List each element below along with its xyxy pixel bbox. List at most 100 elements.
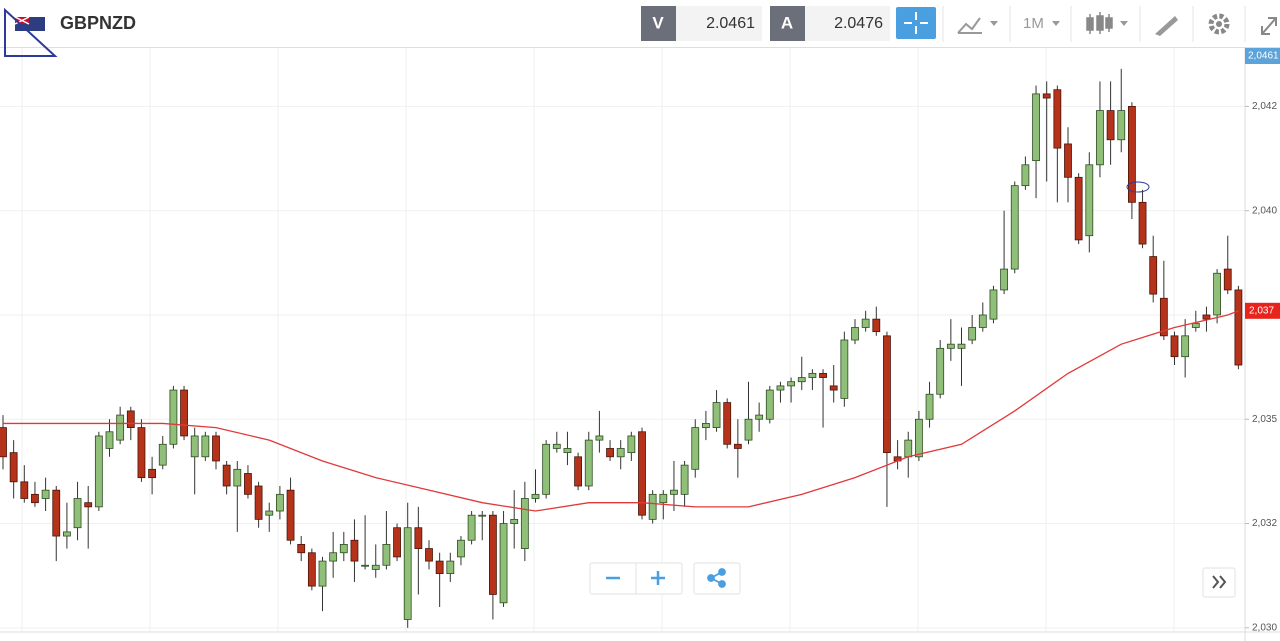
candle-body: [254, 485, 263, 520]
settings-icon[interactable]: [1208, 13, 1230, 35]
candle-body: [925, 393, 934, 420]
candle-body: [350, 539, 359, 562]
candle-body: [126, 410, 135, 428]
dropdown-arrow: [990, 21, 998, 26]
v-grid: [21, 48, 1175, 632]
scroll-right-button[interactable]: [1202, 567, 1236, 598]
candle-body: [222, 464, 231, 487]
candle-body: [329, 552, 338, 562]
candle-body: [1074, 176, 1083, 241]
candle-body: [616, 448, 625, 458]
candle-body: [1000, 268, 1008, 291]
candle-body: [702, 423, 710, 428]
candle-body: [520, 498, 529, 549]
candle-body: [318, 560, 327, 587]
candle-body: [499, 523, 508, 604]
candle-body: [1181, 335, 1190, 358]
y-tick-label: 2,042: [1252, 101, 1277, 112]
draw-icon[interactable]: [1155, 16, 1178, 36]
candle-body: [158, 443, 167, 466]
plot: [0, 68, 1245, 629]
timeframe[interactable]: 1M: [1023, 15, 1044, 32]
candle-body: [63, 531, 71, 537]
share-button[interactable]: [693, 562, 741, 595]
chart-type-icon[interactable]: [957, 17, 982, 34]
candle-body: [94, 435, 103, 508]
candle-body: [883, 335, 891, 454]
candle-body: [233, 468, 242, 487]
candle-body: [1064, 143, 1072, 178]
candle-body: [776, 385, 785, 391]
candle-body: [201, 435, 210, 458]
candle-body: [691, 427, 700, 470]
crosshair-button[interactable]: [896, 7, 936, 39]
buy-label: A: [781, 13, 793, 32]
sell-button[interactable]: [641, 6, 676, 41]
candle-body: [595, 435, 604, 441]
candle-body: [648, 493, 657, 520]
candle-body: [393, 527, 401, 558]
candle-body: [915, 418, 923, 458]
candle-body: [1042, 93, 1051, 99]
candle-body: [552, 443, 561, 449]
candle-icon[interactable]: [1086, 12, 1113, 34]
candle-body: [606, 448, 614, 458]
candle-body: [9, 452, 18, 483]
candle-body: [861, 318, 870, 328]
candle-body: [244, 473, 252, 495]
candle-body: [180, 389, 188, 437]
zoom-in[interactable]: [651, 571, 665, 585]
candle-body: [1170, 335, 1179, 358]
drawn-triangle: [4, 7, 58, 57]
candle-body: [936, 347, 945, 395]
candle-body: [946, 343, 955, 349]
dropdown-arrow: [1052, 21, 1060, 26]
candle-body: [478, 514, 487, 517]
settings-icon-center: [1216, 21, 1222, 27]
buy-price-box[interactable]: [805, 6, 890, 41]
moving-average: [3, 310, 1239, 512]
candle-body: [20, 481, 29, 499]
toolbar: [0, 0, 1280, 47]
candle-body: [531, 493, 540, 499]
candle-body: [446, 560, 455, 574]
y-tick-label: 2,040: [1252, 205, 1277, 216]
candle-body: [275, 493, 284, 512]
buy-button[interactable]: [770, 6, 805, 41]
candle-body: [584, 439, 593, 487]
candle-body: [1138, 201, 1147, 245]
candle-body: [542, 443, 551, 495]
candle-body: [190, 435, 199, 458]
candle-body: [148, 468, 157, 479]
candle-body: [1213, 272, 1221, 316]
candle-body: [307, 552, 316, 587]
candle-body: [212, 435, 220, 462]
candle-body: [1106, 110, 1115, 141]
candle-body: [73, 498, 82, 529]
expand-icon[interactable]: [1261, 17, 1277, 35]
candle-body: [467, 514, 476, 541]
sell-price-box[interactable]: [676, 6, 762, 41]
candle-body: [1010, 185, 1019, 270]
candle-body: [371, 564, 380, 570]
candle-body: [1128, 106, 1136, 203]
last-price-label: 2,0461: [1248, 51, 1279, 62]
y-tick-label: 2,032: [1252, 518, 1277, 529]
candle-body: [829, 385, 838, 391]
candle-body: [403, 527, 412, 620]
candle-body: [1117, 110, 1126, 141]
candle-body: [787, 381, 795, 387]
candle-body: [904, 439, 913, 458]
candle-body: [286, 489, 295, 541]
candle-body: [265, 510, 274, 516]
last-price-bg: [1245, 48, 1280, 64]
candle-body: [872, 318, 881, 333]
sell-price: 2.0461: [706, 15, 755, 32]
buy-price: 2.0476: [834, 15, 883, 32]
dropdown-arrow: [1120, 21, 1128, 26]
candle-body: [510, 518, 519, 524]
candle-body: [840, 339, 849, 399]
candle-body: [1234, 289, 1243, 366]
candle-body: [659, 493, 668, 504]
